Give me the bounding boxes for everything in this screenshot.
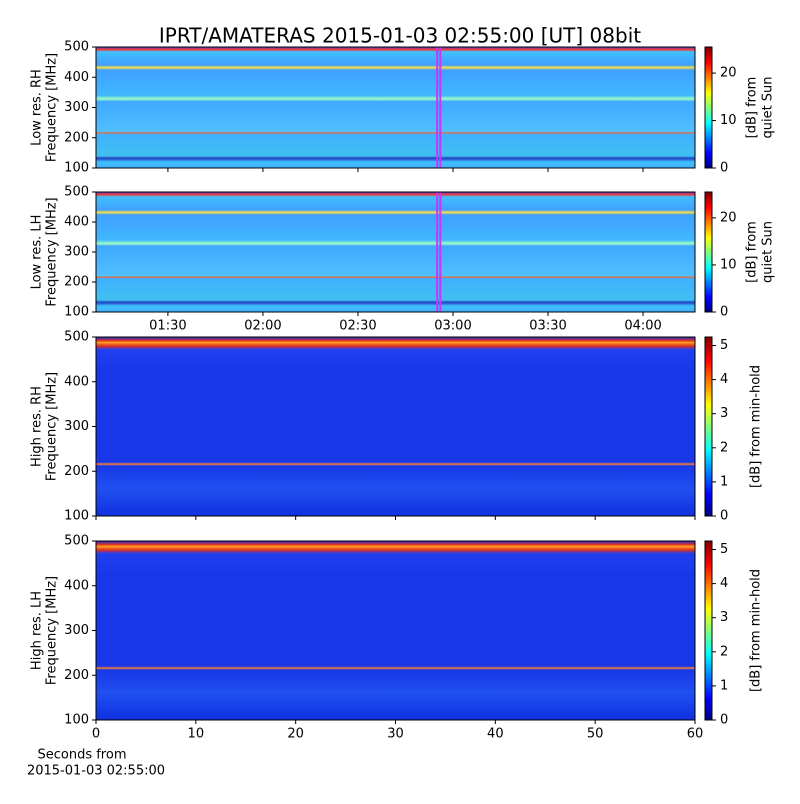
colorbar-tick-label: 4 [720, 372, 728, 387]
y-tick-label: 400 [64, 374, 89, 389]
y-tick-label: 300 [64, 419, 89, 434]
colorbar-label: quiet Sun [761, 221, 776, 283]
x-tick-label: 03:30 [529, 319, 566, 334]
y-tick-label: 100 [64, 509, 89, 524]
x-tick-label: 02:30 [339, 319, 376, 334]
spectrogram [96, 541, 695, 720]
colorbar-tick-label: 2 [720, 440, 728, 455]
y-tick-label: 100 [64, 161, 89, 176]
x-axis-label: Seconds from [37, 748, 126, 763]
colorbar [704, 46, 713, 169]
x-tick-label: 04:00 [624, 319, 661, 334]
y-axis-label: Frequency [MHz] [45, 372, 60, 481]
y-tick-label: 500 [64, 534, 89, 549]
y-tick-label: 500 [64, 330, 89, 345]
colorbar-tick-label: 2 [720, 644, 728, 659]
colorbar-tick-label: 4 [720, 576, 728, 591]
x-tick-label: 10 [188, 727, 205, 742]
colorbar [704, 540, 713, 721]
spectrogram [96, 337, 695, 516]
y-axis-label: Low res. LH [30, 215, 45, 290]
y-tick-label: 500 [64, 185, 89, 200]
y-tick-label: 100 [64, 305, 89, 320]
colorbar-tick-label: 1 [720, 474, 728, 489]
x-tick-label: 01:30 [149, 319, 186, 334]
colorbar-tick-label: 0 [720, 509, 728, 524]
y-axis-label: High res. LH [30, 591, 45, 670]
y-tick-label: 400 [64, 578, 89, 593]
colorbar-label: quiet Sun [761, 76, 776, 138]
x-tick-label: 60 [687, 727, 704, 742]
y-tick-label: 100 [64, 713, 89, 728]
colorbar-tick-label: 20 [720, 66, 737, 81]
colorbar-tick-label: 3 [720, 610, 728, 625]
y-axis-label: Frequency [MHz] [45, 53, 60, 162]
colorbar-label: [dB] from min-hold [749, 569, 764, 692]
x-tick-label: 30 [387, 727, 404, 742]
colorbar [704, 336, 713, 517]
spectrogram [96, 47, 695, 168]
spectrogram [96, 192, 695, 312]
x-tick-label: 0 [92, 727, 100, 742]
y-axis-label: Frequency [MHz] [45, 197, 60, 306]
colorbar-tick-label: 5 [720, 542, 728, 557]
colorbar-tick-label: 0 [720, 305, 728, 320]
y-axis-label: Low res. RH [30, 69, 45, 146]
colorbar-tick-label: 10 [720, 113, 737, 128]
colorbar [704, 191, 713, 313]
x-tick-label: 20 [287, 727, 304, 742]
y-tick-label: 200 [64, 668, 89, 683]
x-tick-label: 03:00 [434, 319, 471, 334]
y-axis-label: Frequency [MHz] [45, 576, 60, 685]
x-axis-label: 2015-01-03 02:55:00 [27, 764, 165, 779]
figure-title: IPRT/AMATERAS 2015-01-03 02:55:00 [UT] 0… [159, 24, 641, 48]
colorbar-label: [dB] from [745, 221, 760, 283]
y-axis-label: High res. RH [30, 386, 45, 467]
colorbar-label: [dB] from [745, 77, 760, 139]
x-tick-label: 40 [487, 727, 504, 742]
colorbar-label: [dB] from min-hold [749, 365, 764, 488]
colorbar-tick-label: 20 [720, 210, 737, 225]
y-tick-label: 300 [64, 245, 89, 260]
colorbar-tick-label: 10 [720, 257, 737, 272]
y-tick-label: 300 [64, 100, 89, 115]
colorbar-tick-label: 0 [720, 161, 728, 176]
y-tick-label: 200 [64, 464, 89, 479]
y-tick-label: 200 [64, 275, 89, 290]
x-tick-label: 02:00 [244, 319, 281, 334]
y-tick-label: 300 [64, 623, 89, 638]
colorbar-tick-label: 0 [720, 713, 728, 728]
y-tick-label: 400 [64, 70, 89, 85]
x-tick-label: 50 [587, 727, 604, 742]
y-tick-label: 500 [64, 40, 89, 55]
colorbar-tick-label: 3 [720, 406, 728, 421]
colorbar-tick-label: 1 [720, 678, 728, 693]
colorbar-tick-label: 5 [720, 338, 728, 353]
y-tick-label: 200 [64, 130, 89, 145]
y-tick-label: 400 [64, 215, 89, 230]
